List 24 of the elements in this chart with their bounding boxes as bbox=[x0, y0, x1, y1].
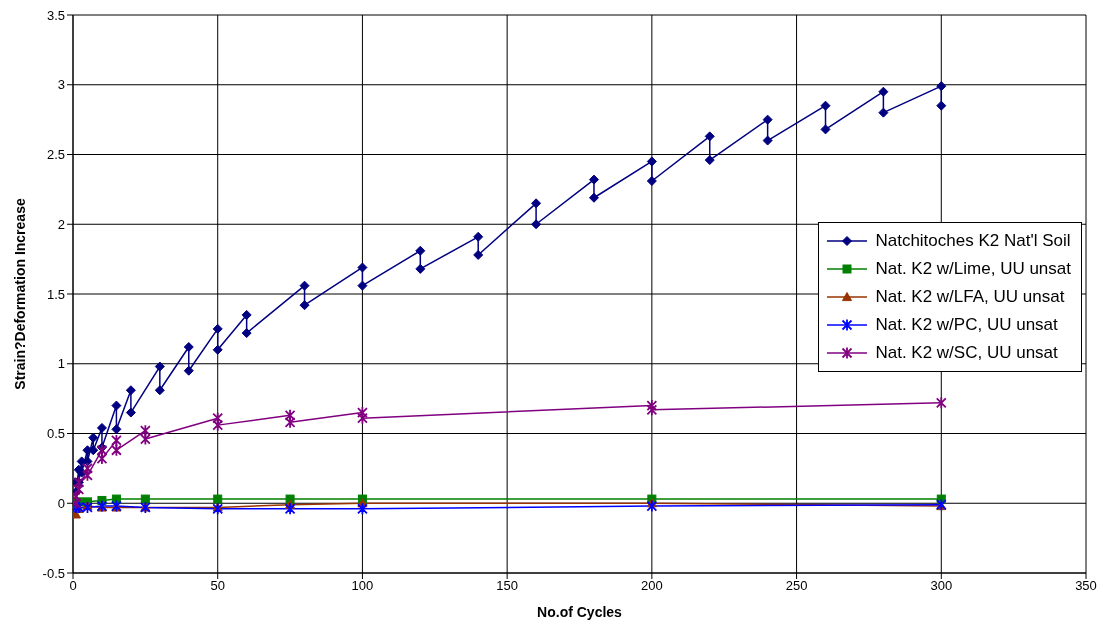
legend-label: Nat. K2 w/PC, UU unsat bbox=[875, 315, 1058, 335]
y-tick-label: 2.5 bbox=[46, 147, 65, 163]
x-tick-label: 350 bbox=[1075, 578, 1097, 594]
legend-label: Nat. K2 w/Lime, UU unsat bbox=[875, 259, 1071, 279]
y-tick-label: 3 bbox=[57, 77, 65, 93]
x-tick-label: 150 bbox=[496, 578, 518, 594]
x-tick-label: 200 bbox=[641, 578, 663, 594]
x-tick-label: 250 bbox=[785, 578, 808, 594]
y-tick-label: 0.5 bbox=[46, 426, 65, 442]
y-tick-label: 2 bbox=[57, 216, 65, 232]
x-tick-label: 0 bbox=[69, 578, 77, 594]
x-tick-label: 50 bbox=[210, 578, 225, 594]
legend-label: Nat. K2 w/LFA, UU unsat bbox=[875, 287, 1065, 307]
y-tick-label: 3.5 bbox=[46, 7, 65, 23]
x-tick-label: 100 bbox=[351, 578, 374, 594]
y-tick-label: 1.5 bbox=[46, 286, 65, 302]
x-axis-title: No.of Cycles bbox=[537, 604, 623, 620]
x-tick-label: 300 bbox=[930, 578, 953, 594]
legend-label: Nat. K2 w/SC, UU unsat bbox=[875, 343, 1058, 363]
y-axis-title: Strain?Deformation Increase bbox=[11, 198, 28, 390]
y-tick-label: 1 bbox=[57, 356, 65, 372]
legend-label: Natchitoches K2 Nat'l Soil bbox=[875, 231, 1071, 251]
y-tick-label: -0.5 bbox=[42, 565, 65, 581]
y-tick-label: 0 bbox=[57, 495, 65, 511]
